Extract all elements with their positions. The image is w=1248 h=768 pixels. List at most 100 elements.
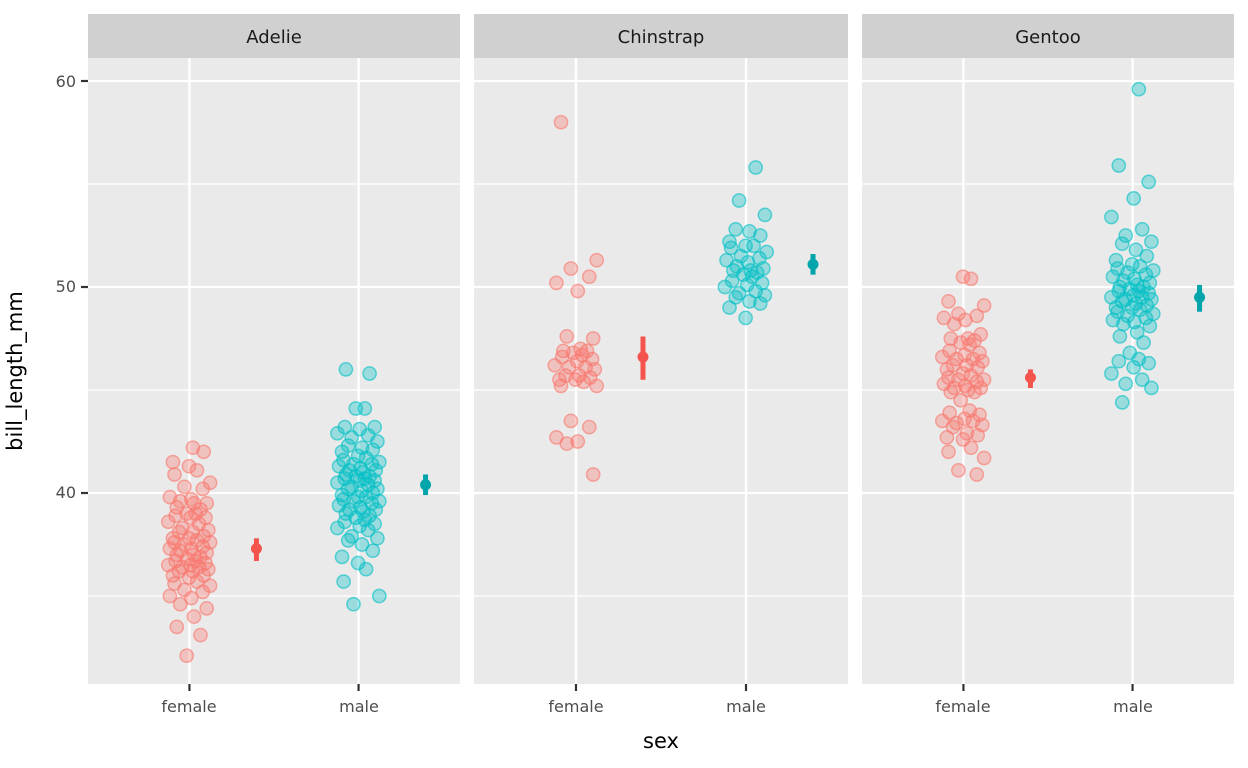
jitter-point (976, 372, 992, 388)
x-tick-label-female: female (161, 697, 216, 716)
facet-strip (862, 14, 1234, 58)
jitter-point (936, 310, 952, 326)
y-axis-title: bill_length_mm (3, 291, 28, 451)
panel-background (88, 58, 460, 684)
jitter-point (1104, 366, 1119, 381)
jitter-point (162, 489, 178, 505)
jitter-point (1118, 228, 1134, 243)
facet-strip-label-chinstrap: Chinstrap (618, 27, 705, 48)
x-tick-label-male: male (726, 697, 766, 716)
jitter-point (719, 252, 734, 268)
jitter-point (1144, 380, 1159, 396)
jitter-point (748, 160, 764, 175)
jitter-point (1126, 191, 1142, 206)
jitter-point (581, 269, 597, 285)
facet-strip-label-adelie: Adelie (246, 27, 302, 48)
panel-background (474, 58, 848, 684)
jitter-point (1108, 252, 1124, 268)
jitter-point (1114, 236, 1130, 252)
jitter-point (346, 596, 361, 612)
jitter-point (1126, 359, 1142, 375)
jitter-point (181, 458, 197, 474)
jitter-point (336, 574, 351, 589)
jitter-point (957, 411, 972, 427)
jitter-point (759, 244, 775, 260)
jitter-point (202, 475, 218, 491)
jitter-point (370, 530, 385, 546)
y-tick-label-40: 40 (56, 483, 76, 502)
facet-strip (474, 14, 848, 58)
jitter-point (348, 401, 364, 416)
jitter-point (185, 440, 201, 456)
summary-mean-point (1194, 291, 1206, 303)
jitter-point (976, 298, 992, 313)
jitter-point (186, 609, 202, 624)
jitter-point (969, 308, 985, 324)
jitter-point (1122, 345, 1138, 361)
jitter-point (738, 310, 753, 326)
jitter-point (752, 296, 768, 311)
jitter-point (354, 440, 370, 456)
jitter-point (722, 234, 737, 250)
jitter-point (338, 362, 354, 377)
jitter-point (371, 454, 387, 470)
jitter-point (202, 578, 218, 594)
jitter-point (955, 366, 971, 381)
jitter-point (1124, 256, 1140, 272)
jitter-point (1144, 234, 1159, 250)
jitter-point (563, 413, 579, 429)
facet-strip-label-gentoo: Gentoo (1015, 27, 1081, 48)
jitter-point (1134, 372, 1150, 388)
x-tick-label-female: female (548, 697, 603, 716)
jitter-point (365, 543, 381, 559)
jitter-point (972, 345, 987, 361)
jitter-point (942, 405, 957, 421)
jitter-point (350, 448, 366, 464)
x-tick-label-male: male (339, 697, 379, 716)
jitter-point (943, 331, 959, 346)
jitter-point (973, 327, 989, 342)
summary-mean-point (420, 479, 432, 491)
jitter-point (941, 444, 956, 460)
jitter-point (340, 438, 356, 453)
jitter-point (175, 520, 190, 536)
jitter-point (559, 329, 575, 344)
jitter-point (183, 491, 199, 507)
jitter-point (371, 588, 387, 604)
jitter-point (573, 341, 588, 357)
jitter-point (585, 331, 601, 346)
jitter-point (581, 419, 597, 435)
summary-mean-point (250, 543, 262, 555)
jitter-point (1136, 335, 1151, 350)
jitter-point (1145, 263, 1161, 278)
jitter-point (976, 450, 992, 466)
jitter-point (1131, 81, 1147, 97)
jitter-point (344, 528, 360, 544)
jitter-point (959, 425, 975, 441)
jitter-point (193, 627, 208, 643)
jitter-point (742, 224, 757, 239)
x-tick-label-male: male (1113, 697, 1153, 716)
jitter-point (563, 261, 579, 276)
jitter-point (1128, 242, 1144, 258)
jitter-point (960, 331, 976, 346)
jitter-point (962, 403, 978, 418)
jitter-point (728, 221, 744, 237)
facet-strip (88, 14, 460, 58)
jitter-point (352, 421, 368, 437)
jitter-point (589, 252, 605, 268)
jitter-point (941, 294, 956, 309)
y-tick-label-60: 60 (56, 72, 76, 91)
jitter-point (1118, 376, 1134, 392)
jitter-point (169, 619, 185, 635)
jitter-point (570, 283, 586, 299)
jitter-point (337, 419, 353, 435)
jitter-point (969, 467, 985, 482)
summary-mean-point (807, 258, 819, 270)
jitter-point (942, 343, 957, 359)
jitter-point (172, 596, 188, 612)
jitter-point (558, 368, 573, 383)
jitter-point (1134, 221, 1150, 237)
